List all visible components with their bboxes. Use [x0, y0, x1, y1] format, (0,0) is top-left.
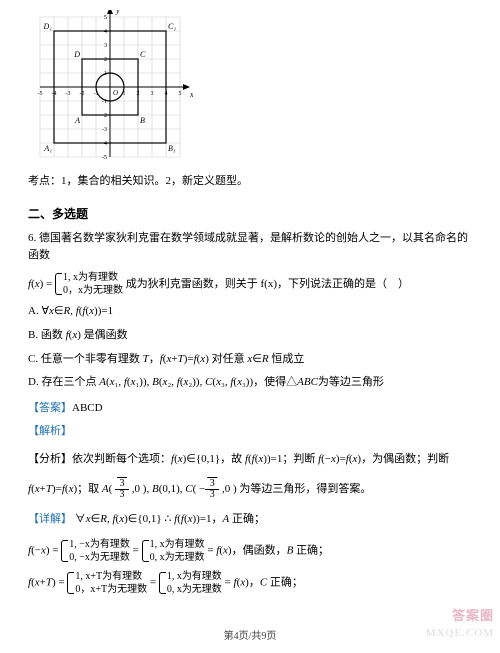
piecewise-c1: 1, x+T为有理数 0，x+T为无理数: [67, 570, 147, 596]
option-c: C. 任意一个非零有理数 T，f(x+T)=f(x) 对任意 x∈R 恒成立: [28, 351, 472, 369]
svg-text:B: B: [140, 116, 145, 125]
svg-text:2: 2: [104, 57, 107, 63]
svg-text:-5: -5: [102, 155, 107, 161]
option-b: B. 函数 f(x) 是偶函数: [28, 327, 472, 345]
svg-text:C: C: [140, 50, 146, 59]
pw-b1-r2: 0, −x为无理数: [69, 551, 130, 564]
pw-b2-r1: 1, x为有理数: [150, 538, 205, 551]
svg-text:3: 3: [151, 91, 154, 97]
svg-text:4: 4: [104, 29, 107, 35]
pw-c1-r2: 0，x+T为无理数: [75, 583, 147, 596]
svg-text:A: A: [74, 116, 80, 125]
svg-text:D: D: [73, 50, 80, 59]
svg-text:C₁: C₁: [168, 22, 176, 31]
analysis-para-1: 【分析】依次判断每个选项：f(x)∈{0,1}，故 f(f(x))=1；判断 f…: [28, 447, 472, 471]
watermark-url: MXQE.COM: [426, 625, 494, 643]
pw-b2-r2: 0, x为无理数: [150, 551, 205, 564]
svg-text:5: 5: [104, 15, 107, 21]
detail-c: f(x+T) = 1, x+T为有理数 0，x+T为无理数 = 1, x为有理数…: [28, 570, 472, 596]
svg-text:x: x: [189, 90, 193, 99]
piecewise-c2: 1, x为有理数 0, x为无理数: [159, 570, 222, 596]
analysis-label: 【解析】: [28, 423, 472, 441]
svg-text:3: 3: [104, 43, 107, 49]
piecewise-def: 1, x为有理数 0，x为无理数: [55, 271, 123, 297]
svg-text:O: O: [113, 89, 118, 97]
exam-point-note: 考点：1，集合的相关知识。2，新定义题型。: [28, 173, 472, 191]
piecewise-b2: 1, x为有理数 0, x为无理数: [142, 538, 205, 564]
detail-label: 【详解】: [28, 513, 72, 525]
svg-text:-4: -4: [102, 141, 107, 147]
pw-c2-r2: 0, x为无理数: [167, 583, 222, 596]
svg-text:-5: -5: [38, 91, 43, 97]
q6-function-def: f(x) = 1, x为有理数 0，x为无理数 成为狄利克雷函数，则关于 f(x…: [28, 271, 472, 297]
svg-text:B₁: B₁: [168, 144, 176, 153]
frac-sqrt3-3-c: 3 3: [205, 479, 219, 500]
coordinate-grid: -5-4-3-2-112345-5-4-3-2-112345OxyDCABD₁C…: [28, 10, 193, 165]
section-title: 二、多选题: [28, 205, 472, 224]
analysis-para-2: f(x+T)=f(x)；取 A( 3 3 ,0 ), B(0,1), C( − …: [28, 477, 472, 501]
svg-text:-3: -3: [66, 91, 71, 97]
svg-text:A₁: A₁: [43, 144, 52, 153]
svg-text:D₁: D₁: [42, 22, 52, 31]
watermark-brand: 答案圈: [452, 606, 494, 627]
q6-stem-line1: 6. 德国著名数学家狄利克雷在数学领域成就显著，是解析数论的创始人之一，以其名命…: [28, 230, 472, 265]
svg-text:y: y: [115, 10, 120, 15]
svg-text:-3: -3: [102, 127, 107, 133]
option-a: A. ∀x∈R, f(f(x))=1: [28, 303, 472, 321]
q6-stem-line2: 成为狄利克雷函数，则关于 f(x)，下列说法正确的是（ ）: [126, 278, 409, 290]
piecewise-b1: 1, −x为有理数 0, −x为无理数: [61, 538, 130, 564]
frac-sqrt3-3-a: 3 3: [115, 479, 129, 500]
pw-c2-r1: 1, x为有理数: [167, 570, 222, 583]
detail-b: f(−x) = 1, −x为有理数 0, −x为无理数 = 1, x为有理数 0…: [28, 538, 472, 564]
piecewise-row-1: 1, x为有理数: [63, 271, 123, 284]
pw-c1-r1: 1, x+T为有理数: [75, 570, 147, 583]
piecewise-row-2: 0，x为无理数: [63, 284, 123, 297]
svg-text:5: 5: [179, 91, 182, 97]
detail-a: 【详解】 ∀x∈R, f(x)∈{0,1} ∴ f(f(x))=1，A 正确；: [28, 507, 472, 531]
answer-text: ABCD: [72, 402, 103, 414]
answer-label: 【答案】: [28, 402, 72, 414]
option-d: D. 存在三个点 A(x₁, f(x₁)), B(x₂, f(x₂)), C(x…: [28, 374, 472, 392]
pw-b1-r1: 1, −x为有理数: [69, 538, 130, 551]
answer-block: 【答案】ABCD: [28, 400, 472, 418]
svg-text:-2: -2: [102, 113, 107, 119]
